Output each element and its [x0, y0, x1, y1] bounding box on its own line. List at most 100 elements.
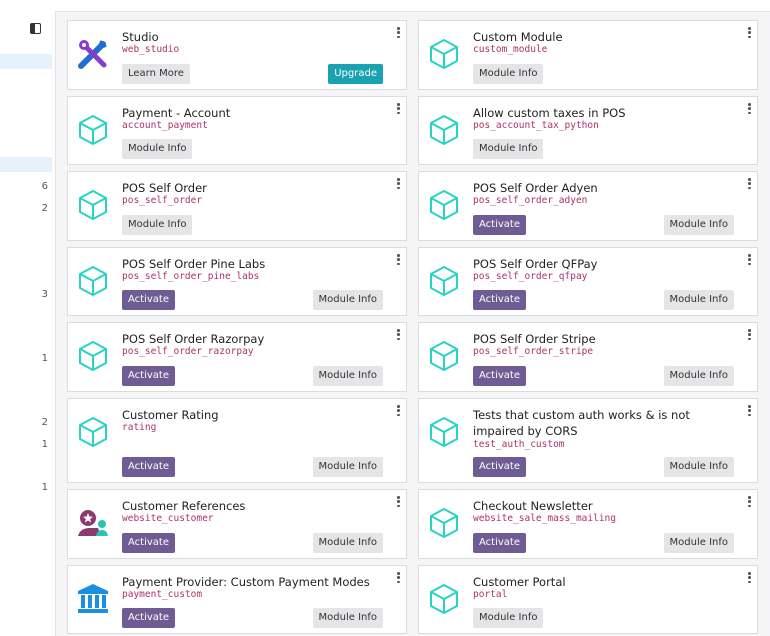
module-info-button[interactable]: Module Info: [312, 290, 383, 310]
app-card[interactable]: Customer Portal portal Module Info: [418, 565, 758, 634]
activate-button[interactable]: Activate: [122, 290, 175, 310]
activate-button[interactable]: Activate: [473, 533, 526, 553]
card-menu-icon[interactable]: [397, 178, 400, 189]
app-name: POS Self Order QFPay: [473, 257, 598, 271]
technical-name: website_sale_mass_mailing: [473, 513, 616, 524]
card-menu-icon[interactable]: [397, 254, 400, 265]
module-info-button[interactable]: Module Info: [122, 139, 193, 159]
app-name: Custom Module: [473, 30, 563, 44]
learn-more-button[interactable]: Learn More: [122, 64, 190, 84]
studio-tools-icon: [76, 37, 110, 71]
app-name: Customer Rating: [122, 408, 219, 422]
card-menu-icon[interactable]: [748, 27, 751, 38]
app-name: Studio: [122, 30, 159, 44]
module-info-button[interactable]: Module Info: [473, 139, 544, 159]
activate-button[interactable]: Activate: [473, 366, 526, 386]
sidebar-item-highlighted[interactable]: [0, 157, 52, 172]
card-menu-icon[interactable]: [748, 329, 751, 340]
card-menu-icon[interactable]: [748, 572, 751, 583]
module-cube-icon: [76, 113, 110, 147]
technical-name: payment_custom: [122, 589, 203, 600]
module-info-button[interactable]: Module Info: [473, 64, 544, 84]
app-card[interactable]: Customer References website_customer Activ…: [67, 489, 407, 559]
app-card[interactable]: POS Self Order Stripe pos_self_order_stri…: [418, 322, 758, 392]
technical-name: rating: [122, 422, 157, 433]
card-menu-icon[interactable]: [748, 405, 751, 416]
module-info-button[interactable]: Module Info: [663, 215, 734, 235]
card-menu-icon[interactable]: [397, 329, 400, 340]
app-card[interactable]: POS Self Order QFPay pos_self_order_qfpay…: [418, 247, 758, 316]
app-card[interactable]: Payment Provider: Custom Payment Modes pa…: [67, 565, 407, 634]
app-name: POS Self Order: [122, 181, 207, 195]
module-info-button[interactable]: Module Info: [663, 366, 734, 386]
app-name: POS Self Order Stripe: [473, 332, 596, 346]
category-sidebar: 6 2 3 1 2 1 1: [0, 11, 56, 636]
app-name: Payment Provider: Custom Payment Modes: [122, 575, 370, 589]
app-card[interactable]: Allow custom taxes in POS pos_account_tax…: [418, 96, 758, 165]
activate-button[interactable]: Activate: [122, 457, 175, 477]
card-menu-icon[interactable]: [397, 572, 400, 583]
module-cube-icon: [427, 582, 461, 616]
module-cube-icon: [427, 188, 461, 222]
app-card[interactable]: Checkout Newsletter website_sale_mass_mai…: [418, 489, 758, 559]
payment-provider-bank-icon: [76, 582, 110, 616]
module-info-button[interactable]: Module Info: [312, 608, 383, 628]
card-menu-icon[interactable]: [748, 178, 751, 189]
module-info-button[interactable]: Module Info: [663, 457, 734, 477]
module-cube-icon: [76, 415, 110, 449]
card-menu-icon[interactable]: [397, 27, 400, 38]
module-info-button[interactable]: Module Info: [473, 608, 544, 628]
technical-name: pos_self_order_pine_labs: [122, 271, 260, 282]
activate-button[interactable]: Activate: [122, 533, 175, 553]
module-info-button[interactable]: Module Info: [312, 533, 383, 553]
sidebar-count: 1: [41, 439, 48, 450]
app-card[interactable]: POS Self Order Adyen pos_self_order_adyen…: [418, 171, 758, 241]
technical-name: pos_account_tax_python: [473, 120, 599, 131]
module-info-button[interactable]: Module Info: [663, 533, 734, 553]
sidebar-count: 1: [41, 353, 48, 364]
activate-button[interactable]: Activate: [473, 457, 526, 477]
app-card[interactable]: Studio web_studio Learn More Upgrade: [67, 20, 407, 90]
activate-button[interactable]: Activate: [122, 608, 175, 628]
card-menu-icon[interactable]: [397, 405, 400, 416]
sidebar-count: 1: [41, 482, 48, 493]
sidebar-count: 2: [41, 417, 48, 428]
card-menu-icon[interactable]: [748, 496, 751, 507]
sidebar-item-selected[interactable]: [0, 54, 52, 69]
technical-name: account_payment: [122, 120, 208, 131]
technical-name: pos_self_order_adyen: [473, 195, 588, 206]
module-cube-icon: [427, 37, 461, 71]
module-info-button[interactable]: Module Info: [122, 215, 193, 235]
app-name: Allow custom taxes in POS: [473, 106, 626, 120]
app-name: Customer References: [122, 499, 246, 513]
card-menu-icon[interactable]: [748, 254, 751, 265]
activate-button[interactable]: Activate: [122, 366, 175, 386]
sidebar-toggle-icon[interactable]: [30, 23, 41, 34]
app-card[interactable]: POS Self Order Razorpay pos_self_order_ra…: [67, 322, 407, 392]
app-card[interactable]: Payment - Account account_payment Module I…: [67, 96, 407, 165]
app-name: Customer Portal: [473, 575, 566, 589]
app-name: Checkout Newsletter: [473, 499, 593, 513]
module-cube-icon: [427, 339, 461, 373]
app-card[interactable]: Tests that custom auth works & is not im…: [418, 398, 758, 483]
technical-name: pos_self_order: [122, 195, 203, 206]
module-info-button[interactable]: Module Info: [663, 290, 734, 310]
sidebar-count: 3: [41, 289, 48, 300]
app-card[interactable]: Custom Module custom_module Module Info: [418, 20, 758, 90]
module-cube-icon: [427, 415, 461, 449]
upgrade-button[interactable]: Upgrade: [328, 64, 383, 84]
activate-button[interactable]: Activate: [473, 290, 526, 310]
module-info-button[interactable]: Module Info: [312, 366, 383, 386]
module-cube-icon: [76, 264, 110, 298]
card-menu-icon[interactable]: [748, 103, 751, 114]
module-cube-icon: [427, 264, 461, 298]
app-card[interactable]: POS Self Order pos_self_order Module Info: [67, 171, 407, 241]
activate-button[interactable]: Activate: [473, 215, 526, 235]
technical-name: website_customer: [122, 513, 214, 524]
app-card[interactable]: POS Self Order Pine Labs pos_self_order_p…: [67, 247, 407, 316]
app-card[interactable]: Customer Rating rating Activate Module Info: [67, 398, 407, 483]
card-menu-icon[interactable]: [397, 496, 400, 507]
card-menu-icon[interactable]: [397, 103, 400, 114]
module-info-button[interactable]: Module Info: [312, 457, 383, 477]
